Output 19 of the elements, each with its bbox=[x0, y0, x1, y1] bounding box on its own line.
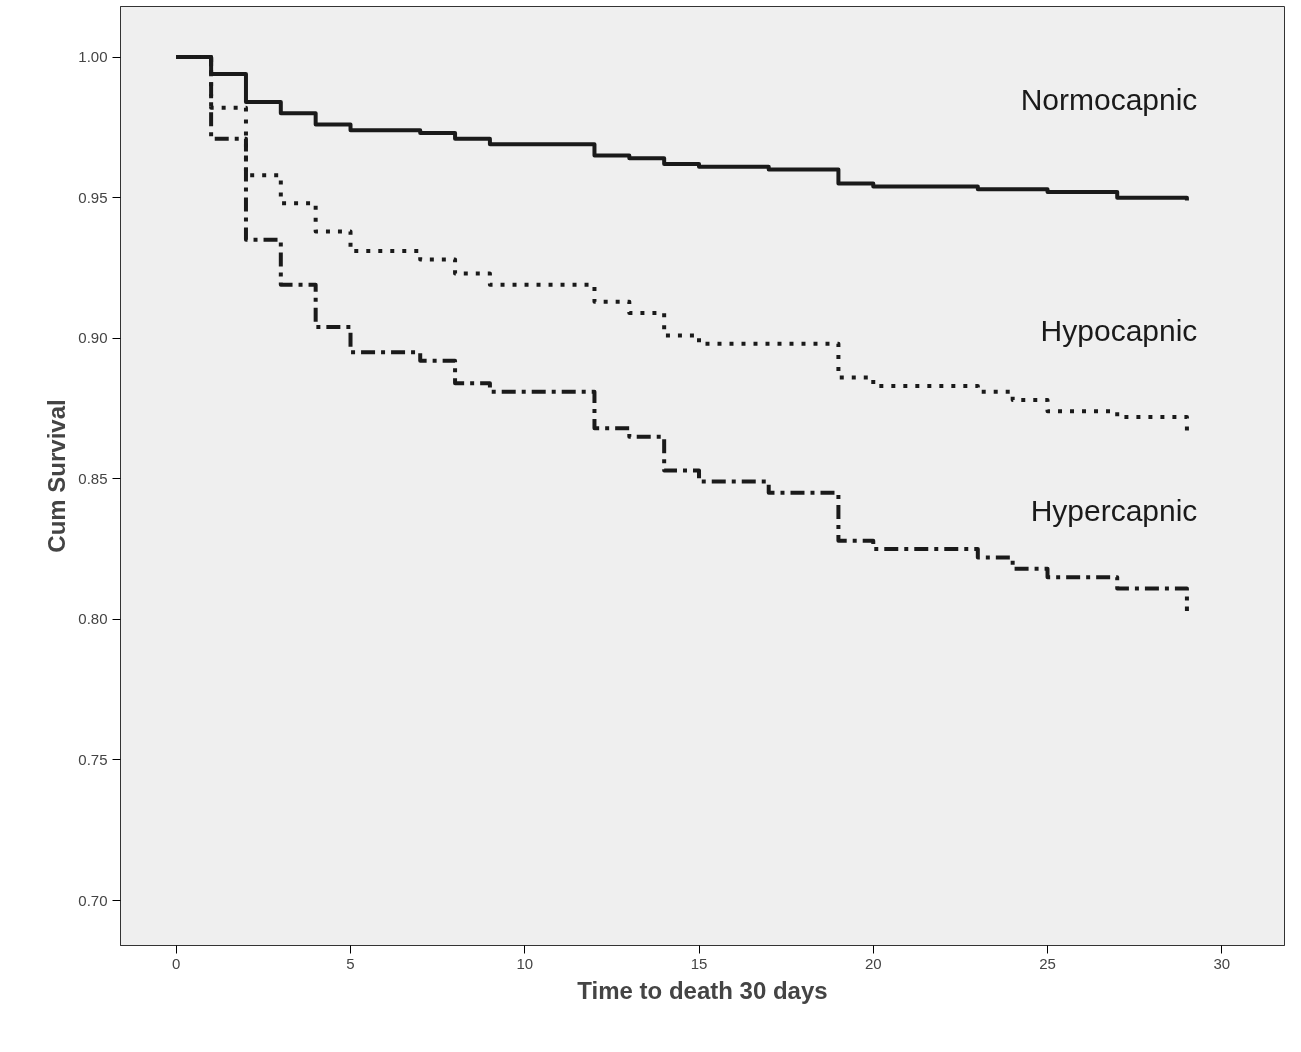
x-tick-label: 5 bbox=[346, 954, 355, 972]
x-tick-label: 0 bbox=[172, 954, 181, 972]
y-tick-label: 0.75 bbox=[78, 750, 108, 768]
y-tick-label: 0.90 bbox=[78, 329, 108, 347]
y-tick-label: 0.85 bbox=[78, 469, 108, 487]
x-tick-label: 20 bbox=[864, 954, 882, 972]
y-tick-label: 0.95 bbox=[78, 188, 108, 206]
x-tick-label: 25 bbox=[1039, 954, 1056, 972]
text: Normocapnic bbox=[1020, 83, 1198, 117]
y-axis-title: Cum Survival bbox=[43, 399, 71, 553]
series-label: Hypocapnic bbox=[1040, 313, 1198, 347]
x-axis-title: Time to death 30 days bbox=[577, 976, 828, 1004]
x-tick-label: 10 bbox=[516, 954, 534, 972]
y-tick-label: 0.70 bbox=[78, 891, 108, 909]
y-tick-label: 1.00 bbox=[78, 48, 108, 66]
x-tick-label: 15 bbox=[690, 954, 708, 972]
series-label: Hypercapnic bbox=[1030, 493, 1198, 527]
x-tick-label: 30 bbox=[1213, 954, 1231, 972]
y-tick-label: 0.80 bbox=[78, 610, 108, 628]
